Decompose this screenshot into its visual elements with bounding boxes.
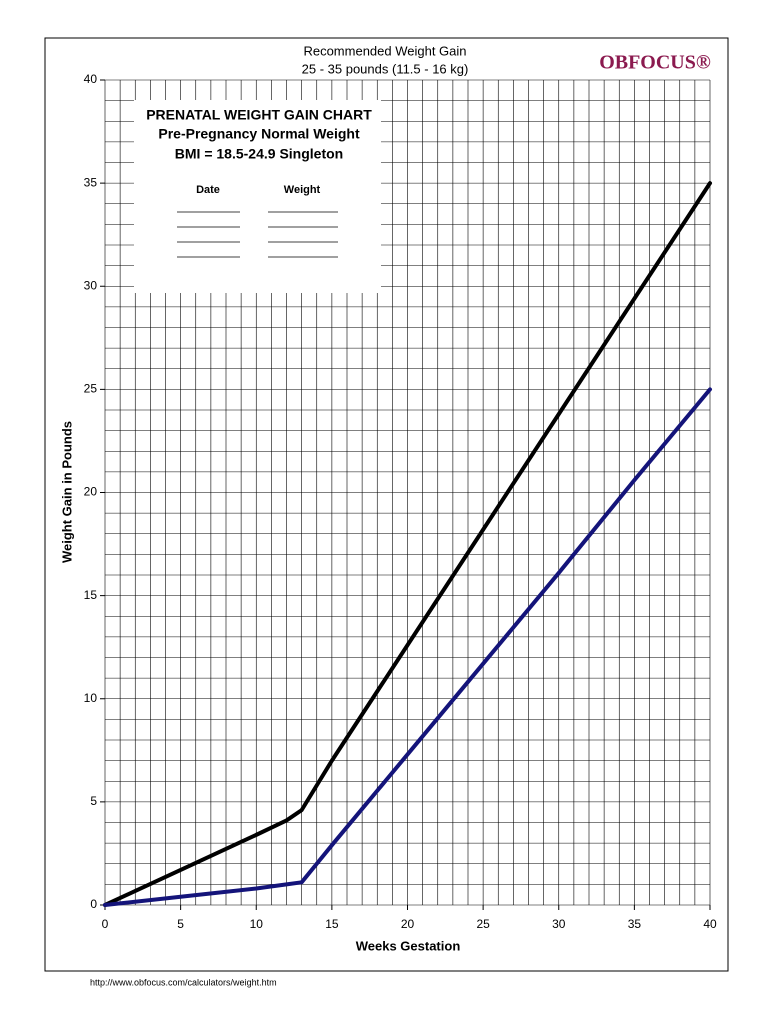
y-tick-label: 25 xyxy=(84,382,98,396)
info-box xyxy=(134,100,381,293)
series-line xyxy=(103,181,712,907)
box-line: Pre-Pregnancy Normal Weight xyxy=(158,126,360,142)
x-tick-label: 40 xyxy=(703,917,717,931)
y-tick-label: 15 xyxy=(84,588,98,602)
y-tick-label: 5 xyxy=(90,794,97,808)
y-tick-label: 10 xyxy=(84,691,98,705)
y-tick-label: 40 xyxy=(84,72,98,86)
x-tick-label: 25 xyxy=(476,917,490,931)
chart-title: Recommended Weight Gain xyxy=(303,43,466,58)
blank-lines xyxy=(177,211,338,258)
frame xyxy=(44,37,729,972)
y-tick-label: 35 xyxy=(84,175,98,189)
footer-url: http://www.obfocus.com/calculators/weigh… xyxy=(90,977,277,987)
x-tick-label: 20 xyxy=(401,917,415,931)
x-tick-label: 35 xyxy=(628,917,642,931)
x-axis-label: Weeks Gestation xyxy=(356,938,461,953)
box-column: Date xyxy=(196,184,220,196)
y-tick-label: 30 xyxy=(84,278,98,292)
x-tick-label: 10 xyxy=(250,917,264,931)
box-line: BMI = 18.5-24.9 Singleton xyxy=(175,146,343,162)
box-title: PRENATAL WEIGHT GAIN CHART xyxy=(146,107,372,123)
x-tick-label: 0 xyxy=(102,917,109,931)
chart-subtitle: 25 - 35 pounds (11.5 - 16 kg) xyxy=(302,61,469,76)
x-tick-label: 5 xyxy=(177,917,184,931)
y-tick-label: 0 xyxy=(90,897,97,911)
x-tick-label: 15 xyxy=(325,917,339,931)
y-tick-label: 20 xyxy=(84,485,98,499)
series-line xyxy=(103,387,712,907)
x-tick-label: 30 xyxy=(552,917,566,931)
logo: OBFOCUS® xyxy=(599,52,711,74)
box-column: Weight xyxy=(284,184,321,196)
y-axis-label: Weight Gain in Pounds xyxy=(59,421,74,563)
